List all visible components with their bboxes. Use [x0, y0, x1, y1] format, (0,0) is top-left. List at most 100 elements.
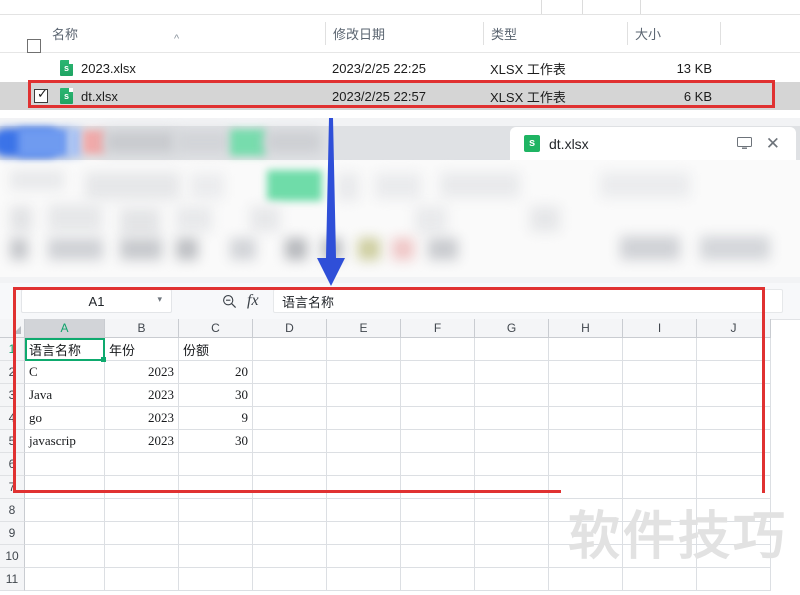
cell-D4[interactable] [253, 407, 327, 430]
cell-C9[interactable] [179, 522, 253, 545]
cell-E9[interactable] [327, 522, 401, 545]
fx-icon[interactable]: fx [247, 292, 259, 309]
row-header-2[interactable]: 2 [0, 361, 25, 384]
cell-I1[interactable] [623, 338, 697, 361]
column-header-name[interactable]: 名称 [52, 27, 79, 42]
cell-H7[interactable] [549, 476, 623, 499]
cell-F7[interactable] [401, 476, 475, 499]
cell-C11[interactable] [179, 568, 253, 591]
row-header-7[interactable]: 7 [0, 476, 25, 499]
cell-H2[interactable] [549, 361, 623, 384]
row-header-1[interactable]: 1 [0, 338, 25, 361]
cell-G5[interactable] [475, 430, 549, 453]
cell-A2[interactable]: C [25, 361, 105, 384]
document-tab-dt-xlsx[interactable]: dt.xlsx ✕ [510, 127, 796, 160]
cell-H9[interactable] [549, 522, 623, 545]
row-header-6[interactable]: 6 [0, 453, 25, 476]
cell-F1[interactable] [401, 338, 475, 361]
cell-F2[interactable] [401, 361, 475, 384]
close-tab-icon[interactable]: ✕ [765, 134, 780, 153]
file-select-checkbox[interactable]: ✓ [34, 87, 48, 103]
cell-C3[interactable]: 30 [179, 384, 253, 407]
cell-F10[interactable] [401, 545, 475, 568]
cell-D7[interactable] [253, 476, 327, 499]
cell-E11[interactable] [327, 568, 401, 591]
restore-window-icon[interactable] [737, 137, 752, 153]
cell-F6[interactable] [401, 453, 475, 476]
cell-G8[interactable] [475, 499, 549, 522]
column-header-j[interactable]: J [697, 319, 771, 338]
cell-H11[interactable] [549, 568, 623, 591]
cell-D6[interactable] [253, 453, 327, 476]
cell-G9[interactable] [475, 522, 549, 545]
cell-A11[interactable] [25, 568, 105, 591]
name-box[interactable]: A1 ▾ [21, 289, 172, 313]
cell-I4[interactable] [623, 407, 697, 430]
row-header-10[interactable]: 10 [0, 545, 25, 568]
cell-G10[interactable] [475, 545, 549, 568]
cell-I7[interactable] [623, 476, 697, 499]
row-header-3[interactable]: 3 [0, 384, 25, 407]
cell-F5[interactable] [401, 430, 475, 453]
cell-F3[interactable] [401, 384, 475, 407]
cell-C2[interactable]: 20 [179, 361, 253, 384]
cell-I6[interactable] [623, 453, 697, 476]
cell-H8[interactable] [549, 499, 623, 522]
cell-C10[interactable] [179, 545, 253, 568]
cell-C5[interactable]: 30 [179, 430, 253, 453]
cell-E2[interactable] [327, 361, 401, 384]
cell-I8[interactable] [623, 499, 697, 522]
cell-E6[interactable] [327, 453, 401, 476]
cell-B11[interactable] [105, 568, 179, 591]
cell-J5[interactable] [697, 430, 771, 453]
cell-G6[interactable] [475, 453, 549, 476]
cell-E3[interactable] [327, 384, 401, 407]
cell-B9[interactable] [105, 522, 179, 545]
cell-D5[interactable] [253, 430, 327, 453]
cell-A1[interactable]: 语言名称 [25, 338, 105, 361]
cell-D10[interactable] [253, 545, 327, 568]
cell-F11[interactable] [401, 568, 475, 591]
cell-B6[interactable] [105, 453, 179, 476]
cell-B4[interactable]: 2023 [105, 407, 179, 430]
cell-J3[interactable] [697, 384, 771, 407]
cell-G3[interactable] [475, 384, 549, 407]
cell-G11[interactable] [475, 568, 549, 591]
cell-B3[interactable]: 2023 [105, 384, 179, 407]
cell-A10[interactable] [25, 545, 105, 568]
cell-E4[interactable] [327, 407, 401, 430]
cell-I9[interactable] [623, 522, 697, 545]
sort-ascending-icon[interactable]: ^ [174, 33, 180, 45]
cell-J2[interactable] [697, 361, 771, 384]
file-row-2023[interactable]: 2023.xlsx 2023/2/25 22:25 XLSX 工作表 13 KB [0, 54, 800, 82]
cell-J7[interactable] [697, 476, 771, 499]
cell-A6[interactable] [25, 453, 105, 476]
cell-I3[interactable] [623, 384, 697, 407]
column-header-f[interactable]: F [401, 319, 475, 338]
select-all-corner[interactable] [0, 319, 25, 338]
cell-F9[interactable] [401, 522, 475, 545]
cell-H1[interactable] [549, 338, 623, 361]
cell-J6[interactable] [697, 453, 771, 476]
cell-A8[interactable] [25, 499, 105, 522]
cell-A9[interactable] [25, 522, 105, 545]
cell-A7[interactable] [25, 476, 105, 499]
chevron-down-icon[interactable]: ▾ [157, 294, 162, 304]
cell-D11[interactable] [253, 568, 327, 591]
cell-D2[interactable] [253, 361, 327, 384]
column-header-size[interactable]: 大小 [627, 15, 725, 52]
cell-H4[interactable] [549, 407, 623, 430]
cell-B7[interactable] [105, 476, 179, 499]
cell-J9[interactable] [697, 522, 771, 545]
cell-C1[interactable]: 份额 [179, 338, 253, 361]
cell-J10[interactable] [697, 545, 771, 568]
cell-E8[interactable] [327, 499, 401, 522]
cell-E7[interactable] [327, 476, 401, 499]
column-header-c[interactable]: C [179, 319, 253, 338]
cell-B10[interactable] [105, 545, 179, 568]
cell-G7[interactable] [475, 476, 549, 499]
column-header-d[interactable]: D [253, 319, 327, 338]
cell-D1[interactable] [253, 338, 327, 361]
cell-A4[interactable]: go [25, 407, 105, 430]
cell-E10[interactable] [327, 545, 401, 568]
